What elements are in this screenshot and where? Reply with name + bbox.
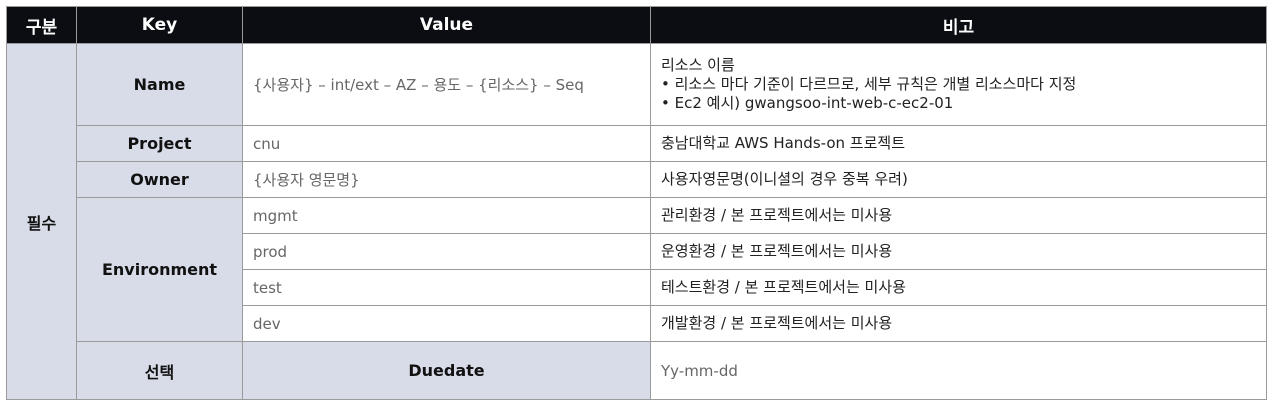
table-row-environment: dev 개발환경 / 본 프로젝트에서는 미사용 xyxy=(7,305,1267,342)
value-environment: mgmt xyxy=(242,197,651,234)
table-row-duedate: 선택 Duedate Yy-mm-dd 사용 종료일 • 해당일자 경과 시 리… xyxy=(7,341,1267,400)
header-note: 비고 xyxy=(650,6,1267,44)
category-optional: 선택 xyxy=(76,341,243,400)
table-row-environment: prod 운영환경 / 본 프로젝트에서는 미사용 xyxy=(7,233,1267,270)
note-environment: 관리환경 / 본 프로젝트에서는 미사용 xyxy=(650,197,1267,234)
value-environment: test xyxy=(242,269,651,306)
note-line: 리소스 이름 xyxy=(661,56,735,74)
table-row-environment: test 테스트환경 / 본 프로젝트에서는 미사용 xyxy=(7,269,1267,306)
header-row: 구분 Key Value 비고 xyxy=(6,6,1267,44)
tag-policy-table: 구분 Key Value 비고 필수 Name {사용자} – int/ext … xyxy=(6,6,1267,400)
value-owner: {사용자 영문명} xyxy=(242,161,651,198)
key-project: Project xyxy=(76,125,243,162)
key-duedate: Duedate xyxy=(242,341,651,400)
note-name: 리소스 이름 • 리소스 마다 기준이 다르므로, 세부 규칙은 개별 리소스마… xyxy=(650,43,1267,126)
table-row-environment: Environment mgmt 관리환경 / 본 프로젝트에서는 미사용 xyxy=(7,197,1267,342)
header-category: 구분 xyxy=(6,6,77,44)
value-duedate: Yy-mm-dd xyxy=(650,341,1267,400)
key-owner: Owner xyxy=(76,161,243,198)
value-environment: prod xyxy=(242,233,651,270)
note-environment: 개발환경 / 본 프로젝트에서는 미사용 xyxy=(650,305,1267,342)
category-required: 필수 xyxy=(6,43,77,400)
value-environment: dev xyxy=(242,305,651,342)
value-name: {사용자} – int/ext – AZ – 용도 – {리소스} – Seq xyxy=(242,43,651,126)
note-owner: 사용자영문명(이니셜의 경우 중복 우려) xyxy=(650,161,1267,198)
header-key: Key xyxy=(76,6,243,44)
note-line: • Ec2 예시) gwangsoo-int-web-c-ec2-01 xyxy=(661,94,954,112)
table-row-project: Project cnu 충남대학교 AWS Hands-on 프로젝트 xyxy=(7,125,1267,162)
note-project: 충남대학교 AWS Hands-on 프로젝트 xyxy=(650,125,1267,162)
table-row-owner: Owner {사용자 영문명} 사용자영문명(이니셜의 경우 중복 우려) xyxy=(7,161,1267,198)
note-environment: 운영환경 / 본 프로젝트에서는 미사용 xyxy=(650,233,1267,270)
header-value: Value xyxy=(242,6,651,44)
key-name: Name xyxy=(76,43,243,126)
table-row-name: 필수 Name {사용자} – int/ext – AZ – 용도 – {리소스… xyxy=(6,43,1267,400)
note-environment: 테스트환경 / 본 프로젝트에서는 미사용 xyxy=(650,269,1267,306)
note-line: • 리소스 마다 기준이 다르므로, 세부 규칙은 개별 리소스마다 지정 xyxy=(661,75,1077,93)
value-project: cnu xyxy=(242,125,651,162)
key-environment: Environment xyxy=(76,197,243,342)
